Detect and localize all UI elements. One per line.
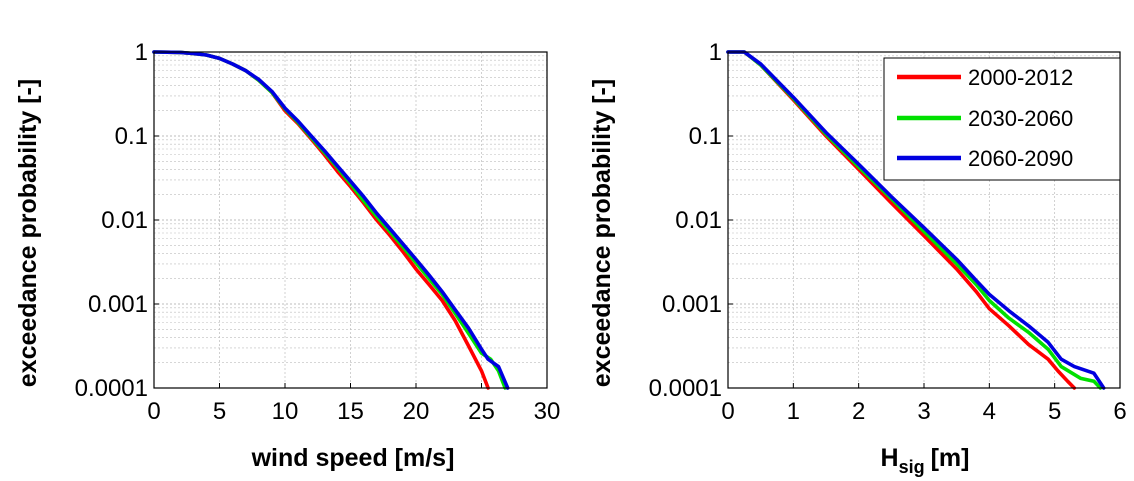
- x-tick-label: 4: [983, 398, 996, 425]
- x-tick-label: 25: [468, 398, 495, 425]
- chart-left: 1 0.1 0.01 0.001 0.0001 0 5 10 15 20 25 30 exceeda…: [14, 39, 560, 472]
- series-group-right: [726, 50, 1106, 390]
- x-tick-label: 30: [534, 398, 561, 425]
- x-tick-label: 5: [213, 398, 226, 425]
- chart-right: 1 0.1 0.01 0.001 0.0001 0 1 2 3 4 5 6 exceedance p…: [588, 39, 1127, 477]
- legend-label-1: 2030-2060: [968, 106, 1073, 131]
- x-tick-label: 0: [147, 398, 160, 425]
- y-tick-label: 0.0001: [75, 375, 148, 402]
- y-tick-label: 0.0001: [649, 375, 722, 402]
- series-line-2060-2090: [152, 50, 510, 390]
- x-axis-label-right: Hsig [m]: [881, 444, 970, 477]
- x-tick-label: 6: [1113, 398, 1126, 425]
- legend-label-0: 2000-2012: [968, 65, 1073, 90]
- y-tick-label: 0.001: [662, 291, 722, 318]
- x-axis-label-right-unit: [m]: [931, 444, 970, 472]
- x-tick-label: 2: [852, 398, 865, 425]
- legend: 2000-2012 2030-2060 2060-2090: [883, 57, 1121, 181]
- x-tick-label: 0: [721, 398, 734, 425]
- x-tick-label: 10: [272, 398, 299, 425]
- x-tick-label: 20: [403, 398, 430, 425]
- y-tick-labels-left: 1 0.1 0.01 0.001 0.0001: [75, 39, 159, 402]
- y-tick-label: 1: [709, 39, 722, 66]
- x-tick-label: 1: [787, 398, 800, 425]
- y-tick-label: 0.01: [675, 207, 722, 234]
- series-line-2060-2090: [726, 50, 1106, 390]
- y-tick-label: 0.001: [88, 291, 148, 318]
- x-tick-label: 5: [1048, 398, 1061, 425]
- x-tick-label: 3: [917, 398, 930, 425]
- series-line-2000-2012: [152, 50, 490, 390]
- y-tick-label: 0.01: [101, 207, 148, 234]
- series-group-left: [152, 50, 510, 390]
- x-tick-labels-left: 0 5 10 15 20 25 30: [147, 383, 560, 425]
- y-tick-labels-right: 1 0.1 0.01 0.001 0.0001: [649, 39, 733, 402]
- y-tick-label: 0.1: [689, 123, 722, 150]
- x-axis-label-right-main: H: [881, 444, 899, 472]
- x-tick-label: 15: [337, 398, 364, 425]
- x-tick-labels-right: 0 1 2 3 4 5 6: [721, 383, 1127, 425]
- y-axis-label-right: exceedance probability [-]: [588, 79, 616, 387]
- grid-left: [153, 52, 548, 389]
- y-axis-label-left: exceedance probability [-]: [14, 79, 42, 387]
- legend-label-2: 2060-2090: [968, 146, 1073, 171]
- y-tick-label: 0.1: [115, 123, 148, 150]
- x-axis-label-left: wind speed [m/s]: [251, 444, 455, 472]
- y-tick-label: 1: [135, 39, 148, 66]
- x-axis-label-right-subscript: sig: [899, 457, 925, 477]
